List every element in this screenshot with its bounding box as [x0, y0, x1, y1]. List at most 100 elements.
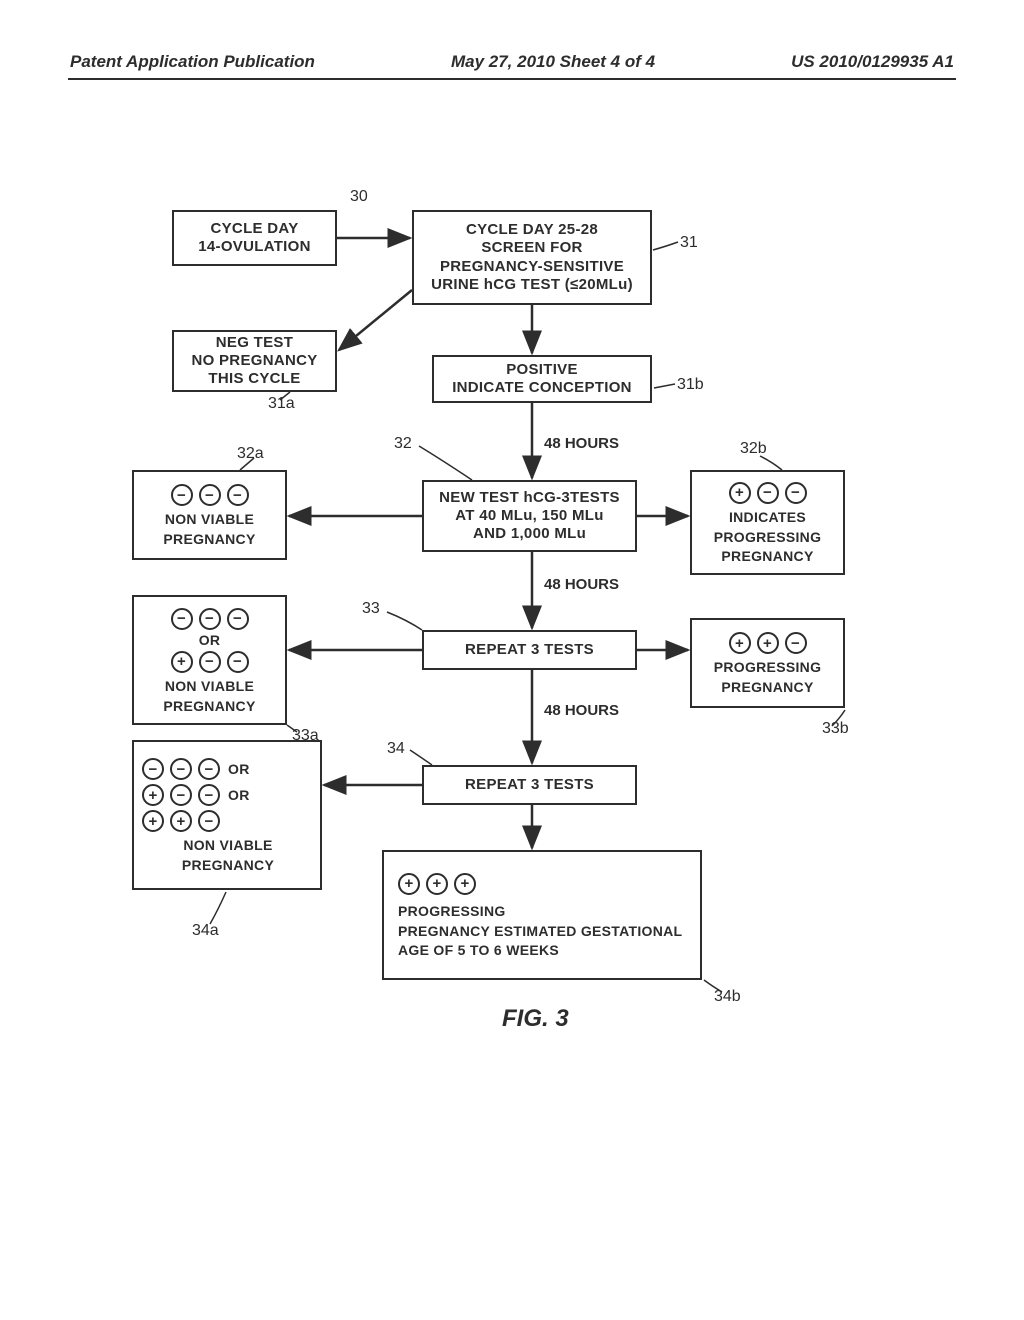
minus-icon: −: [757, 482, 779, 504]
minus-icon: −: [785, 482, 807, 504]
minus-icon: −: [199, 484, 221, 506]
ref-33b: 33b: [822, 720, 849, 738]
icon-row-33a-2: + − −: [171, 651, 249, 673]
plus-icon: +: [426, 873, 448, 895]
icon-row-33b: + + −: [729, 632, 807, 654]
ref-31b: 31b: [677, 376, 704, 394]
ref-34: 34: [387, 740, 405, 758]
box-34-text: REPEAT 3 TESTS: [465, 776, 594, 794]
minus-icon: −: [171, 484, 193, 506]
minus-icon: −: [198, 758, 220, 780]
box-32-new-test: NEW TEST hCG-3TESTS AT 40 MLu, 150 MLu A…: [422, 480, 637, 552]
box-34a-non-viable: − − − OR + − − OR + + − NON VIABLE PREGN…: [132, 740, 322, 890]
ref-32a: 32a: [237, 445, 264, 463]
box-31-line4: URINE hCG TEST (≤20MLu): [431, 276, 633, 294]
wait-48h-3: 48 HOURS: [544, 702, 619, 719]
row-34a-3: + + −: [142, 810, 220, 832]
icon-row-32b: + − −: [729, 482, 807, 504]
box-31a-line3: THIS CYCLE: [208, 370, 300, 388]
minus-icon: −: [170, 758, 192, 780]
box-34a-text2: PREGNANCY: [182, 857, 274, 874]
box-32-line3: AND 1,000 MLu: [473, 525, 586, 543]
box-33a-or: OR: [199, 632, 221, 649]
minus-icon: −: [198, 784, 220, 806]
box-31b-line2: INDICATE CONCEPTION: [452, 379, 632, 397]
ref-32: 32: [394, 435, 412, 453]
box-31b-positive: POSITIVE INDICATE CONCEPTION: [432, 355, 652, 403]
box-33-text: REPEAT 3 TESTS: [465, 641, 594, 659]
box-33b-progressing: + + − PROGRESSING PREGNANCY: [690, 618, 845, 708]
plus-icon: +: [757, 632, 779, 654]
box-32b-progressing: + − − INDICATES PROGRESSING PREGNANCY: [690, 470, 845, 575]
ref-34a: 34a: [192, 922, 219, 940]
box-30-line2: 14-OVULATION: [198, 238, 311, 256]
box-31-line3: PREGNANCY-SENSITIVE: [440, 258, 624, 276]
box-32a-text1: NON VIABLE: [165, 511, 254, 528]
plus-icon: +: [729, 632, 751, 654]
ref-33a: 33a: [292, 727, 319, 745]
box-33b-text2: PREGNANCY: [721, 679, 813, 696]
ref-33: 33: [362, 600, 380, 618]
box-32a-non-viable: − − − NON VIABLE PREGNANCY: [132, 470, 287, 560]
ref-31: 31: [680, 234, 698, 252]
minus-icon: −: [142, 758, 164, 780]
minus-icon: −: [170, 784, 192, 806]
figure-title: FIG. 3: [502, 1005, 569, 1033]
plus-icon: +: [729, 482, 751, 504]
box-34b-text2: PREGNANCY ESTIMATED GESTATIONAL: [398, 923, 682, 940]
box-33b-text1: PROGRESSING: [714, 659, 822, 676]
plus-icon: +: [142, 810, 164, 832]
box-32-line1: NEW TEST hCG-3TESTS: [439, 489, 620, 507]
box-30-cycle-day-14: CYCLE DAY 14-OVULATION: [172, 210, 337, 266]
box-34b-text1: PROGRESSING: [398, 903, 506, 920]
box-34a-text1: NON VIABLE: [183, 837, 272, 854]
plus-icon: +: [454, 873, 476, 895]
plus-icon: +: [142, 784, 164, 806]
minus-icon: −: [227, 484, 249, 506]
or-text: OR: [228, 787, 250, 804]
or-text: OR: [228, 761, 250, 778]
wait-48h-1: 48 HOURS: [544, 435, 619, 452]
minus-icon: −: [171, 608, 193, 630]
header-rule: [68, 78, 956, 80]
icon-row-32a: − − −: [171, 484, 249, 506]
box-31a-line1: NEG TEST: [216, 334, 293, 352]
wait-48h-2: 48 HOURS: [544, 576, 619, 593]
page-header: Patent Application Publication May 27, 2…: [0, 52, 1024, 72]
minus-icon: −: [785, 632, 807, 654]
box-31-line1: CYCLE DAY 25-28: [466, 221, 598, 239]
minus-icon: −: [199, 651, 221, 673]
box-32a-text2: PREGNANCY: [163, 531, 255, 548]
header-right: US 2010/0129935 A1: [791, 52, 954, 72]
minus-icon: −: [199, 608, 221, 630]
minus-icon: −: [227, 608, 249, 630]
box-31a-neg-test: NEG TEST NO PREGNANCY THIS CYCLE: [172, 330, 337, 392]
plus-icon: +: [398, 873, 420, 895]
box-33-repeat: REPEAT 3 TESTS: [422, 630, 637, 670]
minus-icon: −: [227, 651, 249, 673]
icon-row-34b: + + +: [398, 873, 476, 895]
minus-icon: −: [198, 810, 220, 832]
box-31-screen-test: CYCLE DAY 25-28 SCREEN FOR PREGNANCY-SEN…: [412, 210, 652, 305]
ref-34b: 34b: [714, 988, 741, 1006]
box-34b-progressing-final: + + + PROGRESSING PREGNANCY ESTIMATED GE…: [382, 850, 702, 980]
header-center: May 27, 2010 Sheet 4 of 4: [451, 52, 655, 72]
box-31-line2: SCREEN FOR: [481, 239, 582, 257]
ref-31a: 31a: [268, 395, 295, 413]
header-left: Patent Application Publication: [70, 52, 315, 72]
row-34a-2: + − − OR: [142, 782, 250, 808]
box-32b-text2: PROGRESSING: [714, 529, 822, 546]
plus-icon: +: [171, 651, 193, 673]
box-34b-text3: AGE OF 5 TO 6 WEEKS: [398, 942, 559, 959]
box-33a-text1: NON VIABLE: [165, 678, 254, 695]
box-33a-text2: PREGNANCY: [163, 698, 255, 715]
flowchart-diagram: CYCLE DAY 14-OVULATION CYCLE DAY 25-28 S…: [132, 210, 862, 1080]
ref-30: 30: [350, 188, 368, 206]
box-32b-text3: PREGNANCY: [721, 548, 813, 565]
box-34-repeat: REPEAT 3 TESTS: [422, 765, 637, 805]
row-34a-1: − − − OR: [142, 756, 250, 782]
box-32-line2: AT 40 MLu, 150 MLu: [455, 507, 603, 525]
box-31a-line2: NO PREGNANCY: [191, 352, 317, 370]
plus-icon: +: [170, 810, 192, 832]
ref-32b: 32b: [740, 440, 767, 458]
